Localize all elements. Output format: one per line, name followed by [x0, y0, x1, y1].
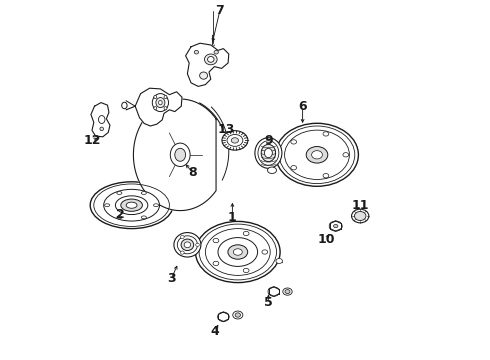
Polygon shape: [186, 43, 229, 86]
Ellipse shape: [126, 202, 137, 208]
Ellipse shape: [194, 50, 198, 54]
Text: 3: 3: [167, 273, 175, 285]
Ellipse shape: [184, 242, 191, 248]
Text: 5: 5: [264, 296, 273, 309]
Ellipse shape: [354, 211, 366, 220]
Ellipse shape: [275, 123, 358, 186]
Ellipse shape: [122, 102, 127, 109]
Ellipse shape: [156, 98, 165, 108]
Ellipse shape: [196, 243, 199, 247]
Ellipse shape: [312, 150, 322, 159]
Ellipse shape: [243, 268, 249, 273]
Ellipse shape: [343, 153, 349, 157]
Ellipse shape: [159, 100, 162, 105]
Text: 10: 10: [317, 233, 335, 246]
Ellipse shape: [285, 289, 290, 294]
Ellipse shape: [174, 233, 201, 257]
Ellipse shape: [171, 143, 190, 166]
Ellipse shape: [283, 288, 292, 295]
Ellipse shape: [243, 231, 249, 236]
Ellipse shape: [154, 95, 157, 99]
Ellipse shape: [213, 238, 219, 243]
Ellipse shape: [164, 95, 167, 99]
Ellipse shape: [199, 72, 208, 79]
Text: 1: 1: [228, 211, 237, 224]
Ellipse shape: [265, 148, 272, 158]
Ellipse shape: [213, 261, 219, 266]
Text: 13: 13: [218, 123, 235, 136]
Ellipse shape: [98, 116, 105, 123]
Ellipse shape: [196, 221, 280, 283]
Ellipse shape: [351, 209, 369, 223]
Ellipse shape: [218, 312, 229, 321]
Ellipse shape: [117, 192, 122, 194]
Ellipse shape: [152, 94, 169, 112]
Ellipse shape: [104, 204, 110, 207]
Text: 9: 9: [264, 134, 273, 147]
Ellipse shape: [208, 57, 214, 62]
Ellipse shape: [233, 311, 243, 319]
Ellipse shape: [268, 167, 276, 174]
Text: 6: 6: [298, 100, 307, 113]
Ellipse shape: [116, 196, 148, 215]
Ellipse shape: [181, 239, 194, 251]
Ellipse shape: [233, 249, 242, 255]
Text: 4: 4: [210, 325, 219, 338]
Text: 12: 12: [83, 134, 101, 147]
Ellipse shape: [291, 140, 296, 144]
Ellipse shape: [323, 174, 329, 178]
Ellipse shape: [228, 245, 248, 259]
Ellipse shape: [255, 138, 282, 168]
Ellipse shape: [199, 224, 276, 280]
Ellipse shape: [268, 287, 280, 296]
Polygon shape: [133, 99, 216, 211]
Ellipse shape: [235, 313, 241, 317]
Ellipse shape: [204, 54, 217, 65]
Ellipse shape: [104, 189, 160, 221]
Ellipse shape: [180, 235, 184, 239]
Ellipse shape: [164, 107, 167, 110]
Ellipse shape: [100, 127, 103, 131]
Ellipse shape: [218, 238, 258, 266]
Polygon shape: [91, 103, 110, 137]
Ellipse shape: [205, 229, 270, 275]
Ellipse shape: [222, 131, 248, 150]
Ellipse shape: [329, 221, 342, 231]
Ellipse shape: [141, 192, 147, 194]
Text: 11: 11: [351, 199, 369, 212]
Ellipse shape: [279, 126, 355, 184]
Ellipse shape: [285, 130, 349, 180]
Ellipse shape: [306, 147, 328, 163]
Ellipse shape: [323, 132, 329, 136]
Ellipse shape: [180, 251, 184, 254]
Text: 8: 8: [189, 166, 197, 179]
Ellipse shape: [227, 134, 243, 146]
Ellipse shape: [177, 236, 197, 254]
Ellipse shape: [231, 138, 239, 143]
Ellipse shape: [117, 216, 122, 219]
Ellipse shape: [94, 184, 170, 226]
Ellipse shape: [141, 216, 147, 219]
Ellipse shape: [261, 144, 275, 162]
Ellipse shape: [154, 107, 157, 110]
Text: 2: 2: [117, 208, 125, 221]
Ellipse shape: [291, 166, 296, 170]
Ellipse shape: [262, 250, 268, 254]
Ellipse shape: [121, 199, 143, 211]
Ellipse shape: [258, 141, 279, 165]
Ellipse shape: [276, 258, 282, 264]
Ellipse shape: [214, 50, 219, 54]
Ellipse shape: [153, 204, 159, 207]
Polygon shape: [135, 88, 182, 126]
Ellipse shape: [175, 148, 186, 161]
Text: 7: 7: [216, 4, 224, 17]
Ellipse shape: [334, 225, 338, 228]
Ellipse shape: [90, 182, 173, 229]
